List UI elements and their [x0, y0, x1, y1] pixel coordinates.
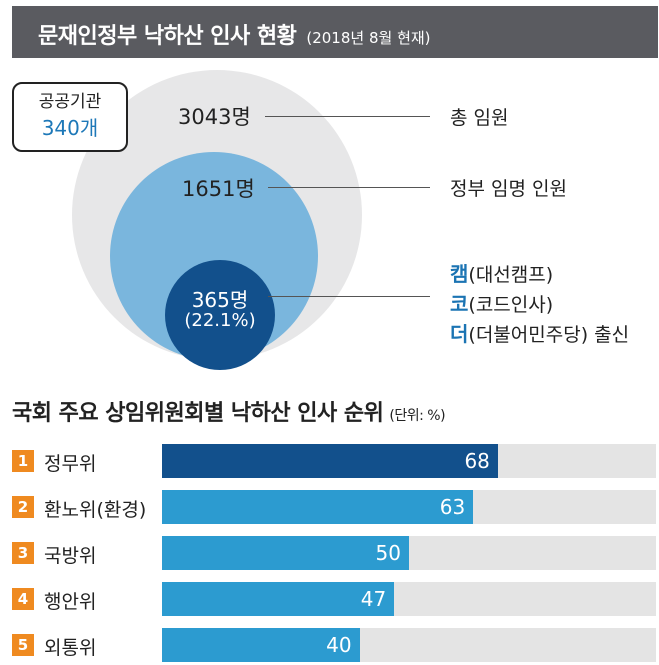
rank-badge: 3: [12, 542, 34, 564]
gov-number: 1651명: [182, 177, 255, 201]
bar-value-label: 50: [375, 541, 401, 565]
bar-value-label: 40: [326, 633, 352, 657]
bar: 50: [162, 536, 409, 570]
page-title: 문재인정부 낙하산 인사 현황: [38, 24, 297, 49]
camp-leader-line: [268, 296, 430, 297]
bar-value-label: 63: [439, 495, 466, 519]
category-label: 환노위(환경): [44, 499, 147, 521]
origin-party-prefix: 더: [450, 322, 469, 346]
origin-code-text: (코드인사): [468, 294, 554, 316]
header-banner: 문재인정부 낙하산 인사 현황 (2018년 8월 현재): [12, 6, 658, 58]
origin-code-prefix: 코: [450, 292, 469, 316]
origin-code: 코(코드인사): [450, 288, 553, 317]
rank-badge: 4: [12, 588, 34, 610]
gov-label: 정부 임명 인원: [450, 178, 567, 200]
category-label: 외통위: [44, 637, 97, 659]
bar-track: 50: [162, 536, 656, 570]
gov-leader-line: [268, 187, 430, 188]
institutions-count: 340개: [41, 116, 99, 140]
origin-camp-prefix: 캠: [450, 262, 469, 286]
total-number: 3043명: [178, 105, 251, 129]
bar: 68: [162, 444, 498, 478]
ranking-title-text: 국회 주요 상임위원회별 낙하산 인사 순위: [12, 401, 384, 426]
camp-code-party-circle: [165, 260, 275, 370]
bar-track: 40: [162, 628, 656, 662]
bar: 40: [162, 628, 360, 662]
bar-value-label: 47: [360, 587, 387, 611]
origin-camp: 캠(대선캠프): [450, 258, 553, 287]
rank-badge: 5: [12, 634, 34, 656]
bar-track: 47: [162, 582, 656, 616]
category-label: 정무위: [44, 453, 97, 475]
bar: 63: [162, 490, 474, 524]
category-label: 행안위: [44, 591, 97, 613]
bar: 47: [162, 582, 395, 616]
origin-camp-text: (대선캠프): [468, 264, 554, 286]
bar-track: 63: [162, 490, 656, 524]
total-leader-line: [265, 116, 430, 117]
ranking-unit: (단위: %): [389, 408, 446, 424]
origin-party-text: (더불어민주당) 출신: [468, 324, 630, 346]
total-label: 총 임원: [450, 107, 509, 129]
institutions-label: 공공기관: [38, 92, 102, 112]
bar-value-label: 68: [464, 449, 490, 473]
institutions-box: 공공기관 340개: [12, 82, 128, 152]
camp-number: 365명: [191, 288, 249, 312]
category-label: 국방위: [44, 545, 97, 567]
bar-track: 68: [162, 444, 656, 478]
ranking-title: 국회 주요 상임위원회별 낙하산 인사 순위 (단위: %): [12, 395, 446, 427]
camp-percent: (22.1%): [184, 310, 256, 331]
page-subtitle: (2018년 8월 현재): [306, 29, 431, 47]
rank-badge: 2: [12, 496, 34, 518]
origin-party: 더(더불어민주당) 출신: [450, 318, 629, 347]
rank-badge: 1: [12, 450, 34, 472]
